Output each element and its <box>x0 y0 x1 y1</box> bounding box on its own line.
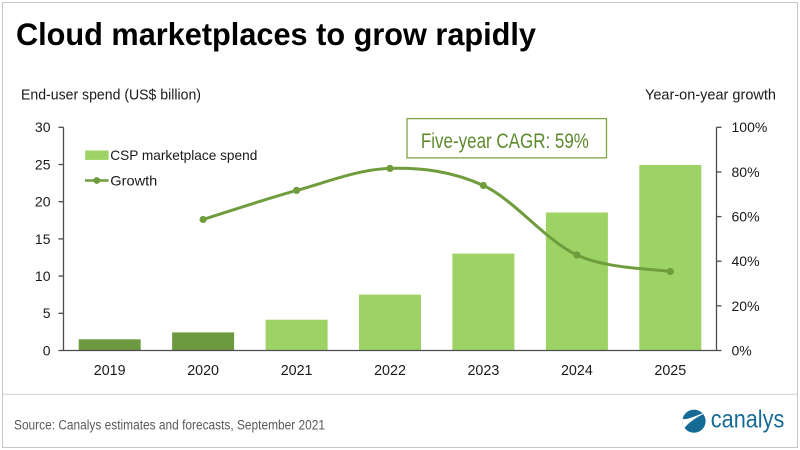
svg-text:60%: 60% <box>732 208 760 224</box>
svg-text:100%: 100% <box>732 119 768 135</box>
svg-text:10: 10 <box>35 268 51 284</box>
svg-text:Growth: Growth <box>110 172 157 188</box>
svg-text:20: 20 <box>35 194 51 210</box>
svg-text:2022: 2022 <box>374 363 406 379</box>
svg-text:2025: 2025 <box>654 363 686 379</box>
svg-text:15: 15 <box>35 231 51 247</box>
svg-text:5: 5 <box>43 305 51 321</box>
svg-text:Source: Canalys estimates and: Source: Canalys estimates and forecasts,… <box>14 418 325 433</box>
svg-text:0: 0 <box>43 342 51 358</box>
svg-text:2020: 2020 <box>187 363 219 379</box>
svg-text:canalys: canalys <box>711 406 785 434</box>
svg-text:2021: 2021 <box>281 363 313 379</box>
svg-text:2023: 2023 <box>467 363 499 379</box>
svg-text:0%: 0% <box>732 342 752 358</box>
svg-text:80%: 80% <box>732 164 760 180</box>
svg-text:2024: 2024 <box>561 363 593 379</box>
svg-text:25: 25 <box>35 156 51 172</box>
svg-text:40%: 40% <box>732 253 760 269</box>
svg-text:2019: 2019 <box>94 363 126 379</box>
svg-text:CSP marketplace spend: CSP marketplace spend <box>110 147 257 163</box>
svg-text:Cloud marketplaces to grow rap: Cloud marketplaces to grow rapidly <box>16 16 536 52</box>
svg-text:End-user spend (US$ billion): End-user spend (US$ billion) <box>21 88 201 104</box>
svg-text:20%: 20% <box>732 298 760 314</box>
svg-text:Year-on-year growth: Year-on-year growth <box>645 88 776 104</box>
svg-text:Five-year CAGR: 59%: Five-year CAGR: 59% <box>421 130 589 153</box>
svg-text:30: 30 <box>35 119 51 135</box>
